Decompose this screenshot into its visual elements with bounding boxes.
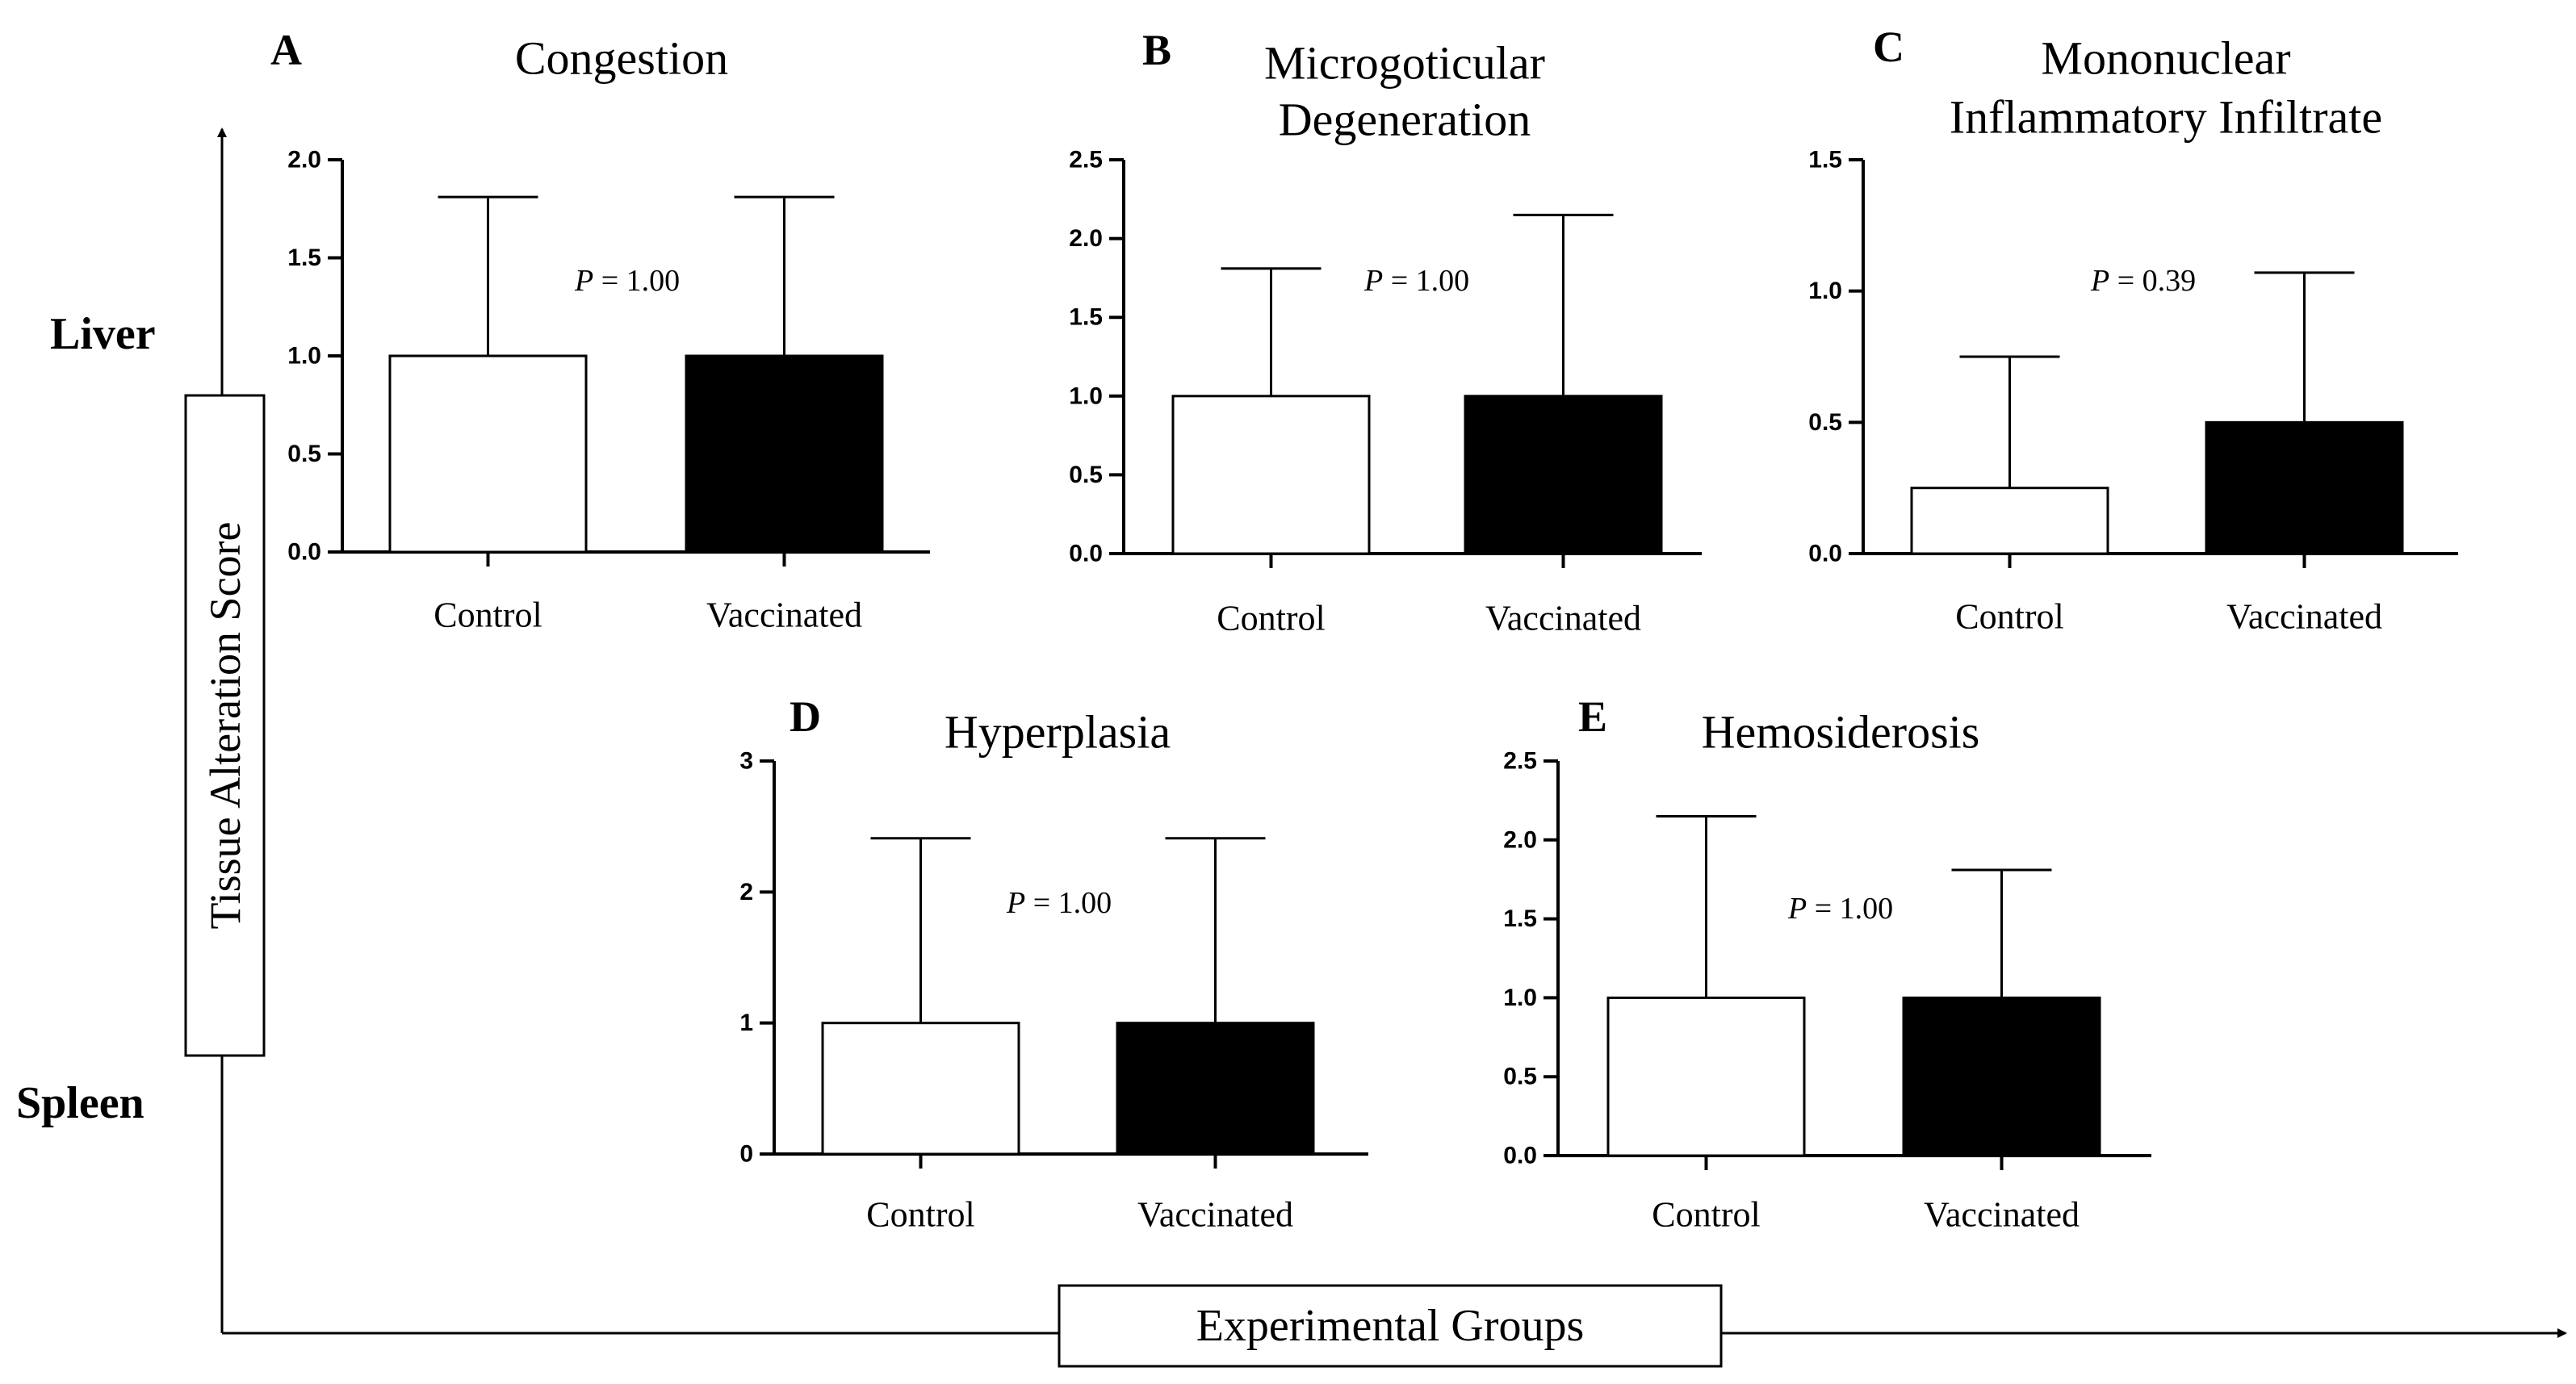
panel-letter: E bbox=[1578, 692, 1607, 741]
y-tick-label: 2.0 bbox=[1503, 826, 1537, 853]
p-value-annotation: P = 1.00 bbox=[574, 264, 680, 298]
y-tick-label: 0.5 bbox=[1069, 462, 1103, 488]
y-tick-label: 3 bbox=[739, 748, 753, 775]
y-tick-label: 1 bbox=[739, 1010, 753, 1036]
y-tick-label: 0.5 bbox=[287, 441, 321, 467]
y-axis-title: Tissue Alteration Score bbox=[201, 522, 249, 930]
bar-control bbox=[1606, 996, 1806, 1157]
y-tick-label: 1.0 bbox=[287, 343, 321, 370]
row-label-spleen: Spleen bbox=[16, 1078, 145, 1128]
chart-panel-d: D Hyperplasia 0 1 2 3 Control Vaccinated P = 1.0… bbox=[739, 692, 1368, 1235]
y-tick-label: 2 bbox=[739, 879, 753, 905]
p-value-annotation: P = 1.00 bbox=[1363, 264, 1469, 298]
y-tick-label: 0.0 bbox=[1069, 541, 1103, 567]
y-tick-label: 0 bbox=[739, 1141, 753, 1168]
panel-letter: A bbox=[270, 26, 302, 74]
x-axis-title: Experimental Groups bbox=[1196, 1301, 1585, 1351]
chart-title-line: Microgoticular bbox=[1264, 37, 1545, 90]
chart-panel-c: C Mononuclear Inflammatory Infiltrate 0.0 0.… bbox=[1808, 23, 2458, 637]
chart-title-line: Hyperplasia bbox=[945, 706, 1171, 759]
x-tick-label: Control bbox=[866, 1195, 974, 1235]
x-tick-label: Vaccinated bbox=[1924, 1195, 2080, 1235]
y-tick-label: 1.5 bbox=[1808, 147, 1842, 174]
x-tick-label: Control bbox=[434, 596, 542, 635]
x-tick-label: Vaccinated bbox=[2226, 597, 2382, 637]
chart-title-line: Degeneration bbox=[1279, 94, 1531, 146]
chart-title-line: Congestion bbox=[515, 32, 728, 85]
panel-letter: B bbox=[1142, 26, 1171, 74]
panel-letter: C bbox=[1873, 23, 1904, 71]
y-tick-label: 0.5 bbox=[1808, 409, 1842, 436]
x-tick-label: Control bbox=[1955, 597, 2063, 637]
bar-control bbox=[1910, 487, 2109, 555]
y-tick-label: 0.5 bbox=[1503, 1064, 1537, 1090]
y-axis-title-box bbox=[184, 394, 266, 1057]
y-tick-label: 1.0 bbox=[1503, 985, 1537, 1011]
x-tick-label: Vaccinated bbox=[1137, 1195, 1293, 1235]
y-tick-label: 2.5 bbox=[1503, 748, 1537, 775]
y-tick-label: 1.0 bbox=[1808, 278, 1842, 304]
row-label-liver: Liver bbox=[50, 309, 156, 359]
chart-title-line: Hemosiderosis bbox=[1702, 706, 1980, 759]
bar-control bbox=[388, 354, 588, 554]
bar-control bbox=[821, 1022, 1020, 1156]
bar-vaccinated bbox=[1116, 1022, 1315, 1156]
bar-vaccinated bbox=[685, 354, 884, 554]
y-tick-label: 1.5 bbox=[287, 245, 321, 271]
y-tick-label: 0.0 bbox=[1808, 541, 1842, 567]
y-tick-label: 1.0 bbox=[1069, 383, 1103, 409]
y-tick-label: 2.0 bbox=[287, 147, 321, 174]
chart-title-line: Inflammatory Infiltrate bbox=[1950, 91, 2382, 144]
bar-vaccinated bbox=[2205, 420, 2404, 555]
x-tick-label: Vaccinated bbox=[706, 596, 862, 635]
y-tick-label: 1.5 bbox=[1069, 304, 1103, 331]
y-tick-label: 2.0 bbox=[1069, 225, 1103, 252]
p-value-annotation: P = 0.39 bbox=[2090, 264, 2196, 298]
chart-title-line: Mononuclear bbox=[2041, 32, 2290, 85]
chart-panel-a: A Congestion 0.0 0.5 1.0 1.5 2.0 Control Vaccina… bbox=[270, 26, 930, 635]
y-tick-label: 2.5 bbox=[1069, 147, 1103, 174]
p-value-annotation: P = 1.00 bbox=[1787, 892, 1893, 926]
y-tick-label: 0.0 bbox=[1503, 1143, 1537, 1169]
panel-letter: D bbox=[790, 692, 821, 741]
bar-vaccinated bbox=[1464, 395, 1663, 555]
x-tick-label: Vaccinated bbox=[1485, 599, 1641, 638]
bar-control bbox=[1171, 395, 1371, 555]
x-tick-label: Control bbox=[1652, 1195, 1760, 1235]
y-tick-label: 0.0 bbox=[287, 539, 321, 566]
y-tick-label: 1.5 bbox=[1503, 905, 1537, 932]
chart-panel-e: E Hemosiderosis 0.0 0.5 1.0 1.5 2.0 2.5 Control V… bbox=[1503, 692, 2151, 1235]
bar-vaccinated bbox=[1902, 996, 2101, 1157]
x-axis-title-box bbox=[1058, 1284, 1723, 1368]
p-value-annotation: P = 1.00 bbox=[1006, 886, 1112, 920]
x-tick-label: Control bbox=[1217, 599, 1325, 638]
